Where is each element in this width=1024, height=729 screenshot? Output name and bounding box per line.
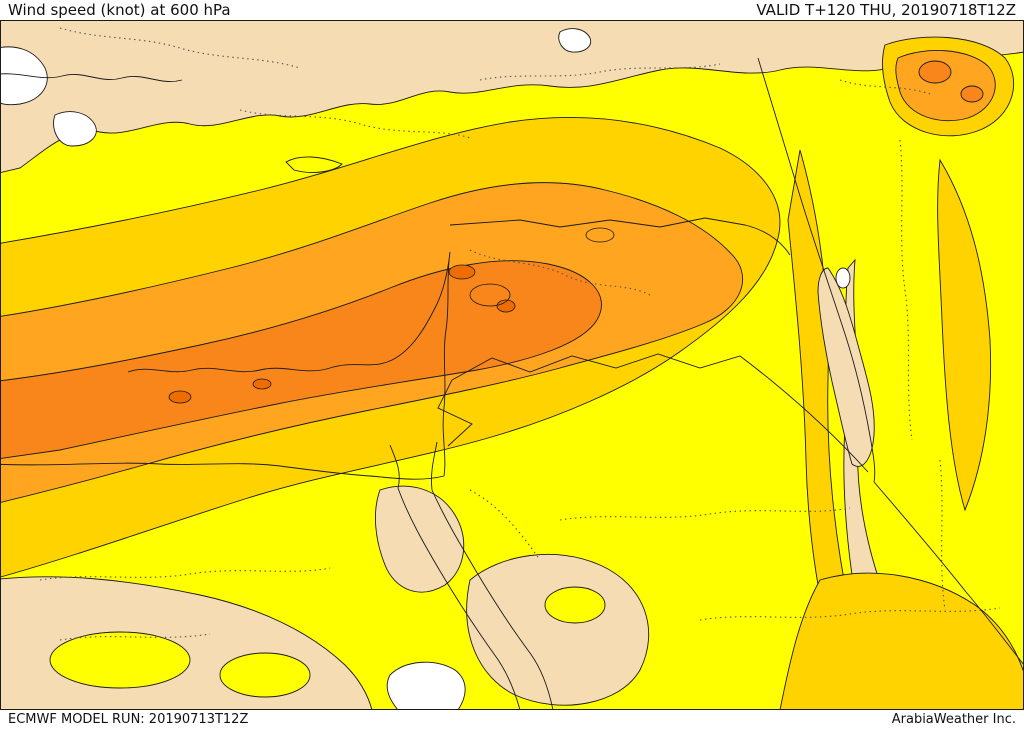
dotted-borders — [39, 27, 1001, 641]
coastlines — [0, 73, 875, 710]
tan-sinai-patch — [375, 485, 465, 593]
sea-top-center — [558, 28, 592, 53]
persian-gulf — [817, 267, 875, 467]
iraq-saudi-border — [451, 353, 869, 473]
black-sea-coastline — [0, 73, 183, 82]
model-run-label: ECMWF MODEL RUN: 20190713T12Z — [8, 712, 249, 727]
sea-top-left-2 — [53, 111, 97, 147]
sea-top-left-1 — [0, 46, 48, 106]
sea-bottom-patch — [386, 661, 466, 710]
gold-ne-streak — [937, 158, 992, 512]
yellow-holes — [49, 586, 606, 698]
iran-west-border — [757, 57, 876, 483]
map-header: Wind speed (knot) at 600 hPa VALID T+120… — [0, 0, 1024, 20]
valid-time-label: VALID T+120 THU, 20190718T12Z — [756, 1, 1016, 19]
country-borders — [437, 57, 1024, 666]
gulf-coast-border — [873, 481, 1024, 666]
contour-band-core-spots — [168, 227, 615, 404]
deep-spot-ne-2 — [960, 85, 984, 103]
sea-areas — [0, 28, 851, 710]
turkey-syria-border — [449, 217, 791, 256]
wind-speed-map — [0, 20, 1024, 710]
contour-band-deep-orange — [0, 60, 984, 460]
cyprus-island — [285, 156, 343, 173]
deep-orange-core — [0, 260, 602, 460]
gold-se-blob — [779, 572, 1024, 710]
contour-map-canvas — [0, 20, 1024, 710]
deep-spot-ne-1 — [918, 60, 952, 84]
red-sea-east-coastline — [431, 441, 554, 710]
sea-spot-right — [835, 267, 851, 289]
tan-top-band — [0, 20, 1024, 174]
red-sea-west-coastline — [389, 444, 521, 710]
credit-label: ArabiaWeather Inc. — [891, 712, 1016, 727]
egypt-coastline — [0, 462, 445, 480]
anatolia-levant-coastline — [127, 251, 451, 477]
map-title: Wind speed (knot) at 600 hPa — [8, 1, 231, 19]
tan-west-arabia-patch — [466, 553, 649, 706]
jordan-saudi-border — [437, 379, 473, 447]
map-footer: ECMWF MODEL RUN: 20190713T12Z ArabiaWeat… — [0, 710, 1024, 729]
